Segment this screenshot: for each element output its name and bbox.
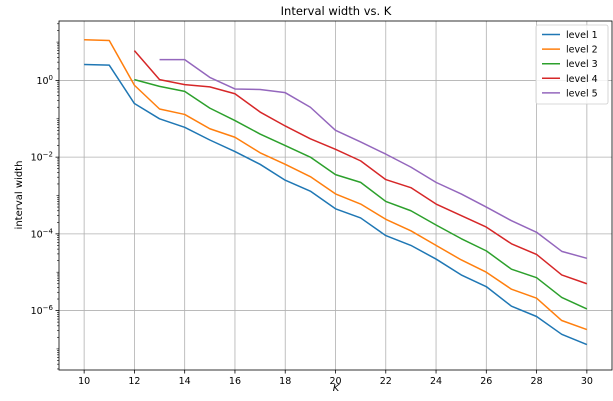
legend-box [535, 24, 609, 105]
y-tick-label: 10−2 [31, 151, 53, 164]
x-tick-label: 20 [329, 376, 341, 387]
legend-label: level 1 [566, 30, 598, 41]
series-line-level-5 [159, 58, 588, 260]
series-lines [84, 39, 588, 346]
chart-title: Interval width vs. K [281, 4, 392, 18]
x-axis: 10 12 14 16 18 20 22 24 26 28 30 [78, 370, 593, 387]
y-tick-label: 100 [36, 74, 53, 87]
x-tick-label: 16 [229, 376, 241, 387]
y-tick-label: 10−4 [31, 227, 54, 240]
x-tick-label: 18 [279, 376, 291, 387]
x-tick-label: 30 [581, 376, 593, 387]
series-line-level-1 [84, 63, 588, 346]
legend-label: level 3 [566, 59, 598, 70]
legend-label: level 4 [566, 74, 598, 85]
y-tick-label: 10−6 [31, 304, 54, 317]
legend-label: level 2 [566, 45, 598, 56]
x-tick-label: 26 [480, 376, 492, 387]
series-line-level-4 [133, 50, 588, 285]
series-line-level-2 [84, 39, 588, 331]
x-tick-label: 12 [128, 376, 140, 387]
x-tick-label: 28 [531, 376, 543, 387]
y-axis: 100 10−2 10−4 10−6 [31, 23, 59, 370]
grid-lines [59, 21, 612, 370]
x-tick-label: 10 [78, 376, 90, 387]
x-tick-label: 24 [430, 376, 442, 387]
y-axis-label: interval width [14, 161, 25, 230]
legend: level 1 level 2 level 3 level 4 level 5 [535, 24, 609, 105]
x-tick-label: 14 [179, 376, 191, 387]
legend-label: level 5 [566, 88, 598, 99]
x-axis-label: K [333, 383, 341, 394]
series-line-level-3 [134, 78, 588, 310]
x-tick-label: 22 [380, 376, 392, 387]
